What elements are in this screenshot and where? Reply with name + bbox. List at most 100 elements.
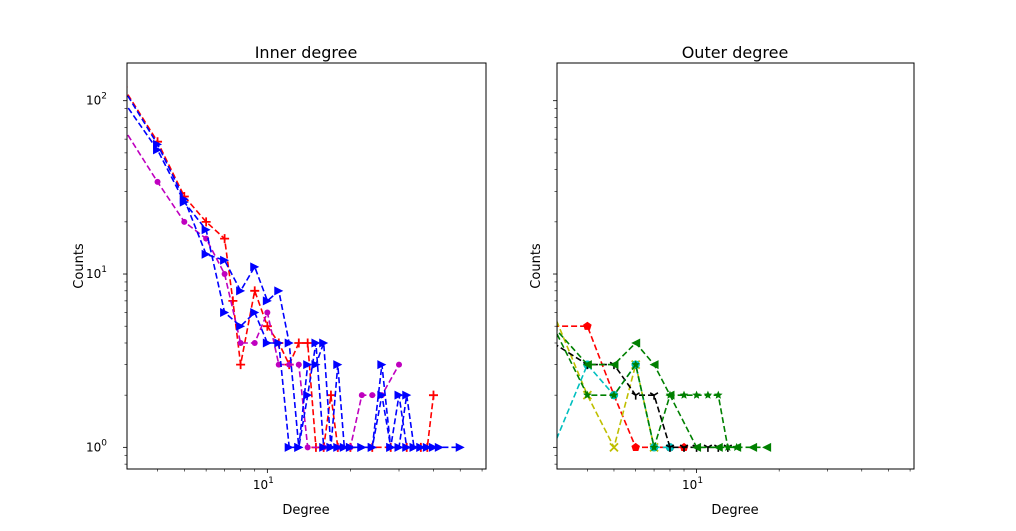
data-point (319, 442, 329, 452)
data-point (631, 338, 641, 348)
plot-frame (556, 62, 915, 470)
data-point (703, 390, 713, 399)
data-point (201, 217, 211, 227)
data-point (228, 296, 238, 306)
data-point (609, 442, 619, 452)
y-tick-exponent: 2 (101, 92, 107, 102)
data-point (181, 218, 188, 225)
data-point (294, 442, 304, 452)
y-tick-label: 101 (86, 265, 107, 281)
data-point (294, 338, 304, 348)
x-tick-label: 101 (682, 476, 703, 492)
data-point (284, 442, 294, 452)
data-point (303, 390, 313, 400)
plot-frame (126, 62, 487, 470)
data-point (221, 271, 228, 278)
series-2 (127, 132, 403, 451)
data-point (396, 361, 403, 368)
data-point (455, 442, 465, 452)
data-point (304, 444, 311, 451)
data-point (679, 444, 689, 452)
data-point (692, 390, 701, 399)
data-point (762, 442, 772, 452)
data-point (367, 442, 377, 452)
data-point (284, 338, 294, 348)
outer-degree-chart: Outer degree Degree Counts 101 (529, 43, 915, 518)
data-point (402, 442, 412, 452)
data-point (665, 390, 675, 400)
inner-degree-xlabel: Degree (282, 503, 329, 518)
data-point (649, 392, 659, 400)
data-point (251, 339, 258, 346)
data-point (416, 442, 426, 452)
series-1 (127, 86, 438, 452)
data-point (679, 390, 689, 399)
outer-degree-xlabel: Degree (711, 503, 758, 518)
data-point (631, 360, 640, 369)
data-point (748, 442, 758, 452)
series-2 (557, 308, 659, 452)
data-point (665, 444, 675, 452)
data-point (154, 178, 161, 185)
data-point (649, 360, 659, 370)
plot-area (557, 308, 772, 452)
data-point (557, 340, 558, 342)
data-point (250, 262, 260, 272)
x-tick-exponent: 1 (697, 476, 703, 486)
data-point (274, 286, 284, 296)
data-point (394, 442, 404, 452)
data-point (319, 338, 329, 348)
data-point (236, 286, 246, 296)
series-6 (557, 321, 772, 452)
data-point (250, 307, 260, 317)
data-point (303, 360, 313, 370)
data-point (303, 338, 313, 348)
data-point (713, 442, 723, 452)
data-point (434, 442, 444, 452)
y-tick-label: 100 (86, 438, 107, 454)
data-point (428, 390, 438, 400)
series-line (557, 362, 670, 449)
data-point (649, 442, 659, 451)
data-point (311, 360, 321, 370)
data-point (357, 442, 367, 452)
data-point (250, 286, 260, 296)
data-point (127, 87, 128, 89)
plot-area (127, 86, 465, 452)
data-point (422, 442, 432, 452)
series-4 (557, 340, 733, 452)
data-point (220, 234, 230, 244)
data-point (333, 442, 343, 452)
data-point (333, 360, 343, 370)
data-point (557, 324, 558, 326)
series-3 (127, 87, 438, 452)
data-point (236, 360, 246, 370)
data-point (358, 392, 365, 399)
x-tick-exponent: 1 (268, 476, 274, 486)
data-point (262, 296, 272, 306)
data-point (377, 390, 387, 400)
data-point (609, 360, 619, 370)
series-line (127, 132, 400, 449)
data-point (386, 442, 396, 452)
data-point (557, 324, 558, 326)
data-point (369, 392, 376, 399)
series-line (557, 332, 737, 451)
data-point (153, 145, 163, 155)
data-point (262, 338, 272, 348)
data-point (274, 338, 284, 348)
data-point (179, 197, 189, 207)
inner-degree-title: Inner degree (255, 43, 358, 62)
data-point (732, 442, 742, 452)
minor-ticks (554, 108, 911, 472)
data-point (394, 390, 404, 400)
data-point (583, 390, 592, 399)
outer-degree-ylabel: Counts (529, 243, 544, 289)
data-point (377, 360, 387, 370)
series-4 (127, 100, 465, 452)
data-point (631, 442, 640, 451)
series-line (127, 91, 435, 449)
y-tick-exponent: 0 (101, 438, 107, 448)
